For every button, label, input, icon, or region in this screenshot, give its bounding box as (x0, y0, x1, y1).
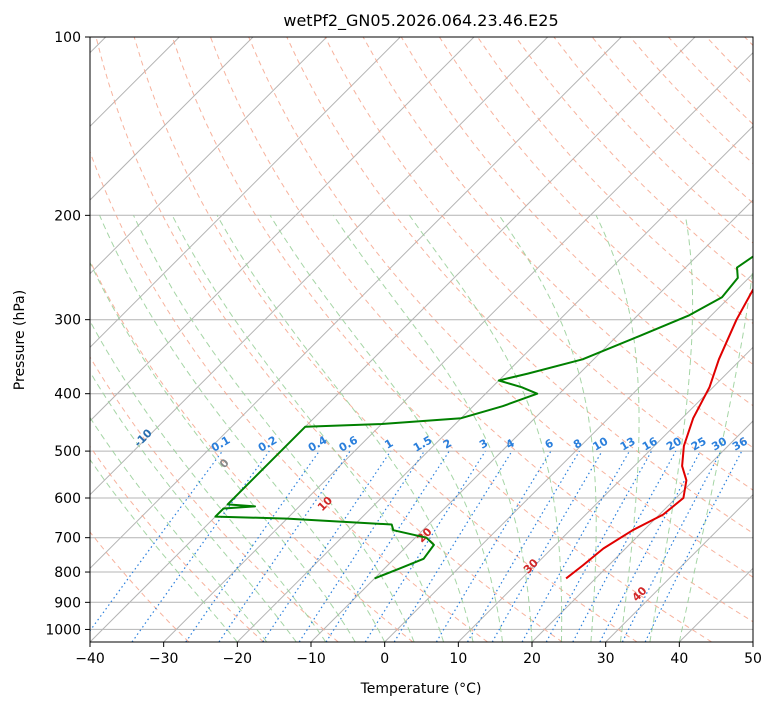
mixing-ratio-line (435, 450, 552, 642)
moist-adiabat-line (133, 215, 415, 642)
y-tick-label: 100 (54, 30, 81, 46)
moist-adiabat-line (269, 215, 503, 642)
x-tick-label: 50 (744, 651, 762, 667)
isotherm-line (90, 37, 475, 422)
x-axis-ticks: −40 −30 −20 −10 0 10 20 30 40 50 (75, 642, 762, 667)
moist-adiabat-line (649, 215, 694, 642)
dry-adiabat-line (400, 37, 753, 407)
x-tick-label: −30 (149, 651, 179, 667)
x-tick-label: 30 (597, 651, 615, 667)
moist-adiabat-line (90, 370, 297, 642)
moist-adiabat-line (595, 215, 640, 642)
mixing-ratio-line (466, 450, 580, 642)
profiles (214, 255, 753, 580)
x-tick-label: 0 (380, 651, 389, 667)
isotherm-line (90, 37, 254, 201)
dry-adiabat-line (438, 37, 753, 366)
isoline-labels: 0.10.20.40.611.52346810131620253036-100-… (132, 426, 751, 604)
isotherm-line (90, 37, 696, 642)
mixing-ratio-line (298, 450, 425, 642)
isotherm-line (90, 37, 622, 570)
y-tick-label: 400 (54, 387, 81, 403)
y-axis-label: Pressure (hPa) (12, 290, 28, 390)
moist-adiabat-line (90, 416, 268, 642)
x-tick-label: 20 (523, 651, 541, 667)
plot-area: 0.10.20.40.611.52346810131620253036-100-… (90, 37, 753, 642)
mixing-ratio-line (325, 450, 450, 642)
x-tick-label: −10 (296, 651, 326, 667)
mixing-ratio-line (572, 450, 677, 642)
dry-adiabat-line (515, 37, 753, 284)
isotherm-line (605, 493, 753, 642)
dry-adiabat-line (133, 37, 638, 642)
y-tick-label: 600 (54, 491, 81, 507)
mixing-ratio-line (185, 450, 320, 642)
mixing-ratio-line (262, 450, 392, 642)
x-axis-label: Temperature (°C) (360, 681, 482, 697)
y-tick-label: 800 (54, 565, 81, 581)
temperature-profile-line (565, 287, 753, 580)
dry-adiabat-line (95, 37, 563, 642)
moist-adiabat-line (408, 215, 563, 642)
y-tick-label: 300 (54, 313, 81, 329)
isotherm-line (90, 37, 328, 275)
isotherm-line (531, 420, 753, 642)
moist-adiabat-line (332, 215, 533, 642)
moist-adiabat-line (90, 261, 356, 642)
dry-adiabat-line (90, 531, 190, 642)
moist-adiabat-line (171, 215, 445, 642)
plot-frame (89, 36, 754, 643)
mixing-ratio-line (393, 450, 513, 642)
moist-adiabat-line (216, 215, 474, 642)
moist-adiabat-line (90, 458, 238, 642)
moist-adiabat-line (678, 264, 753, 642)
y-tick-label: 200 (54, 208, 81, 224)
y-tick-label: 1000 (45, 622, 81, 638)
mixing-ratio-line (599, 450, 702, 642)
dry-adiabat-line (90, 150, 488, 642)
moist-adiabat-line (99, 215, 386, 642)
x-tick-label: −20 (223, 651, 253, 667)
isotherm-line (90, 37, 549, 496)
isotherm-line (163, 51, 753, 642)
dry-adiabat-line (210, 37, 753, 623)
dry-adiabat-line (171, 37, 712, 642)
chart-title: wetPf2_GN05.2026.064.23.46.E25 (283, 11, 558, 31)
y-tick-label: 700 (54, 531, 81, 547)
dry-adiabat-line (90, 445, 264, 642)
dry-adiabat-line (248, 37, 753, 578)
mixing-ratio-line (364, 450, 486, 642)
x-tick-label: −40 (75, 651, 105, 667)
moist-adiabat-line (498, 215, 597, 642)
mixing-ratio-line (218, 450, 351, 642)
isotherm-line (457, 346, 753, 642)
dry-adiabat-line (286, 37, 753, 534)
y-axis-ticks: 100 200 300 400 500 600 700 800 900 1000 (45, 30, 90, 638)
x-tick-label: 10 (449, 651, 467, 667)
isotherm-line (236, 125, 753, 642)
y-tick-label: 900 (54, 595, 81, 611)
isotherm-line (384, 272, 753, 642)
isotherm-line (90, 37, 401, 349)
y-tick-label: 500 (54, 444, 81, 460)
x-tick-label: 40 (670, 651, 688, 667)
moist-adiabat-line (90, 320, 327, 642)
dewpoint-profile-line (214, 255, 753, 580)
